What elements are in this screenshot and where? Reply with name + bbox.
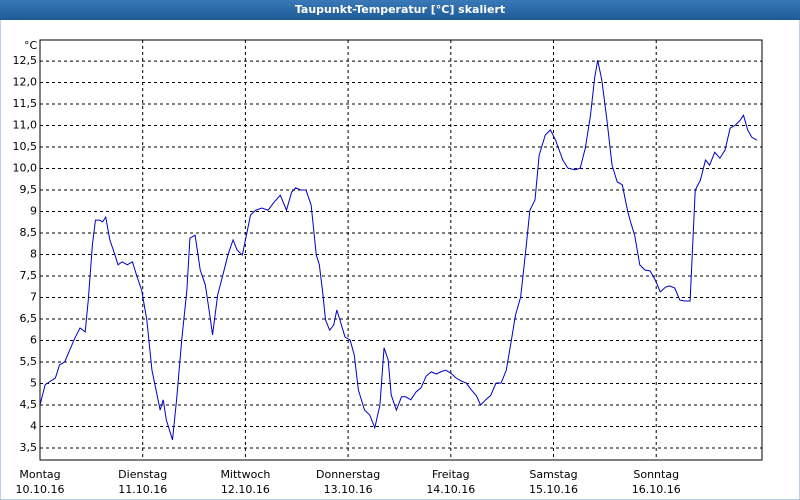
- x-tick-label: Freitag: [432, 468, 470, 481]
- x-tick-date: 13.10.16: [324, 483, 373, 496]
- y-tick-label: 12,5: [13, 54, 38, 67]
- y-tick-label: 3,5: [20, 441, 38, 454]
- x-tick-date: 12.10.16: [221, 483, 270, 496]
- y-tick-label: 8: [30, 248, 37, 261]
- y-tick-label: 5,5: [20, 355, 38, 368]
- x-tick-date: 16.10.16: [632, 483, 681, 496]
- y-tick-label: 9: [30, 205, 37, 218]
- y-tick-label: 12,0: [13, 76, 38, 89]
- y-tick-label: 10,0: [13, 162, 38, 175]
- x-tick-label: Mittwoch: [220, 468, 270, 481]
- x-tick-label: Samstag: [529, 468, 577, 481]
- y-tick-label: 11,5: [13, 97, 38, 110]
- plot-frame: [39, 39, 763, 461]
- y-tick-label: 7,5: [20, 269, 38, 282]
- y-tick-label: 4,5: [20, 398, 38, 411]
- x-tick-label: Montag: [19, 468, 60, 481]
- y-tick-label: 9,5: [20, 183, 38, 196]
- chart-title: Taupunkt-Temperatur [°C] skaliert: [295, 3, 505, 16]
- y-tick-label: 6,5: [20, 312, 38, 325]
- x-tick-label: Dienstag: [118, 468, 167, 481]
- x-tick-label: Donnerstag: [316, 468, 380, 481]
- x-tick-label: Sonntag: [633, 468, 679, 481]
- data-line: [39, 60, 758, 440]
- y-tick-label: 11,0: [13, 119, 38, 132]
- y-tick-label: 10,5: [13, 140, 38, 153]
- y-tick-label: 6: [30, 333, 37, 346]
- y-tick-label: 4: [30, 419, 37, 432]
- y-tick-label: 7: [30, 291, 37, 304]
- x-tick-date: 14.10.16: [426, 483, 475, 496]
- y-tick-label: 8,5: [20, 226, 38, 239]
- x-tick-date: 10.10.16: [16, 483, 65, 496]
- title-bar: [0, 0, 800, 20]
- y-unit: °C: [24, 39, 38, 52]
- x-tick-date: 11.10.16: [118, 483, 167, 496]
- x-tick-date: 15.10.16: [529, 483, 578, 496]
- y-tick-label: 5: [30, 376, 37, 389]
